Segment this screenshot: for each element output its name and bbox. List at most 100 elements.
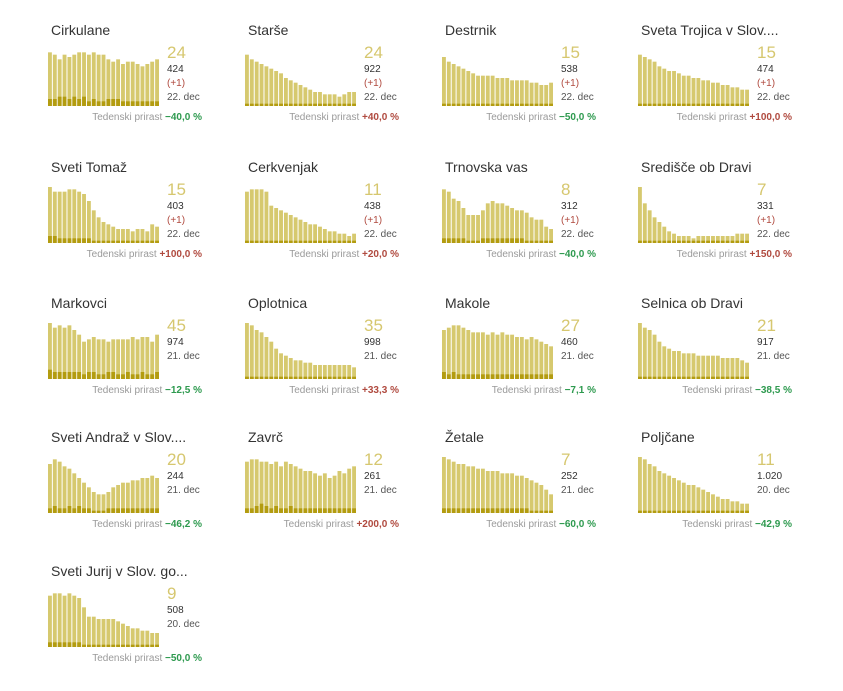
bar-segment-dark [711, 103, 715, 106]
growth-label: Tedenski prirast [486, 519, 557, 530]
bar-segment-dark [62, 96, 67, 106]
bar [466, 330, 471, 379]
bar-chart [48, 459, 159, 513]
bar-segment-dark [476, 103, 480, 106]
bar-segment-dark [106, 508, 111, 513]
active-cases-value: 45 [167, 316, 186, 335]
growth-label: Tedenski prirast [682, 519, 753, 530]
bar [121, 64, 125, 106]
bar-segment-dark [711, 240, 715, 243]
bar-segment-dark [676, 240, 681, 243]
weekly-growth: Tedenski prirast −7,1 % [492, 385, 596, 396]
active-cases-value: 15 [561, 43, 580, 62]
bar-segment-dark [322, 240, 327, 243]
card-title: Makole [445, 295, 491, 311]
bar-segment-dark [657, 103, 662, 106]
bar-segment-dark [101, 374, 106, 379]
bar-segment-dark [77, 99, 82, 106]
municipality-card: Sveti Jurij v Slov. go... 9 508 20. dec Tede… [48, 563, 208, 683]
card-title: Oplotnica [248, 295, 308, 311]
bar-segment-dark [303, 508, 308, 513]
bar [715, 82, 720, 106]
bar [279, 466, 283, 513]
bar [318, 475, 322, 513]
bar [657, 341, 662, 379]
bar-segment-dark [327, 508, 332, 513]
municipality-card: Cerkvenjak 11 438 (+1) 22. dec Tedenski prira… [245, 159, 405, 279]
bar [529, 337, 534, 379]
bar-segment-dark [318, 103, 322, 106]
total-cases-value: 508 [167, 605, 184, 616]
bar [96, 619, 101, 647]
bar-segment-dark [529, 510, 534, 513]
bar [672, 233, 676, 243]
bar-segment-dark [121, 508, 125, 513]
bar [672, 478, 676, 513]
bar-segment-dark [672, 240, 676, 243]
bar-segment-dark [500, 238, 505, 243]
growth-value: +40,0 % [362, 112, 399, 123]
bar [711, 494, 715, 513]
bar [72, 330, 77, 379]
bar-segment-dark [539, 510, 544, 513]
bar-segment-dark [485, 508, 490, 513]
bar-segment-dark [495, 238, 500, 243]
bar-segment-dark [471, 240, 476, 243]
bar [150, 224, 155, 243]
active-cases-value: 11 [364, 180, 382, 199]
bar [715, 236, 720, 243]
bar-segment-dark [642, 240, 647, 243]
bar [691, 353, 696, 379]
bar [96, 339, 101, 379]
total-cases-value: 474 [757, 64, 774, 75]
bar [283, 355, 288, 379]
bar-segment-dark [116, 644, 121, 647]
bar-segment-dark [101, 644, 106, 647]
bar-segment-dark [150, 374, 155, 379]
bar [155, 633, 159, 647]
bar [696, 236, 701, 243]
bar [500, 332, 505, 379]
bar [686, 236, 691, 243]
bar-segment-dark [96, 644, 101, 647]
bar-segment-dark [515, 508, 519, 513]
bar [715, 355, 720, 379]
bar-segment-dark [549, 374, 553, 379]
bar [52, 459, 57, 513]
bar [638, 187, 642, 243]
bar [101, 54, 106, 106]
date-label: 21. dec [364, 485, 397, 496]
bar [652, 217, 657, 243]
bar-segment-dark [549, 510, 553, 513]
bar-segment-dark [150, 508, 155, 513]
bar [101, 339, 106, 379]
bar-segment-dark [735, 103, 740, 106]
bar-segment-dark [461, 238, 466, 243]
bar-segment-dark [352, 240, 356, 243]
total-cases-value: 438 [364, 201, 381, 212]
bar-chart [442, 189, 553, 243]
bar-segment-dark [662, 376, 667, 379]
bar-segment-dark [500, 103, 505, 106]
bar [515, 475, 519, 513]
bar [342, 473, 347, 513]
bar-chart [442, 325, 553, 379]
bar-segment-dark [116, 240, 121, 243]
bar [529, 82, 534, 106]
bar-segment-dark [52, 506, 57, 513]
growth-label: Tedenski prirast [676, 249, 747, 260]
bar [342, 94, 347, 106]
weekly-growth: Tedenski prirast −50,0 % [92, 653, 202, 664]
bar [745, 362, 749, 379]
bar-segment-dark [657, 510, 662, 513]
bar-segment-dark [529, 103, 534, 106]
bar-segment-dark [691, 376, 696, 379]
bar [111, 226, 116, 243]
bar-segment-dark [730, 510, 735, 513]
bar-segment-dark [269, 376, 274, 379]
bar [347, 236, 352, 243]
daily-delta: (+1) [364, 78, 383, 89]
bar-segment-dark [500, 508, 505, 513]
bar [86, 487, 91, 513]
